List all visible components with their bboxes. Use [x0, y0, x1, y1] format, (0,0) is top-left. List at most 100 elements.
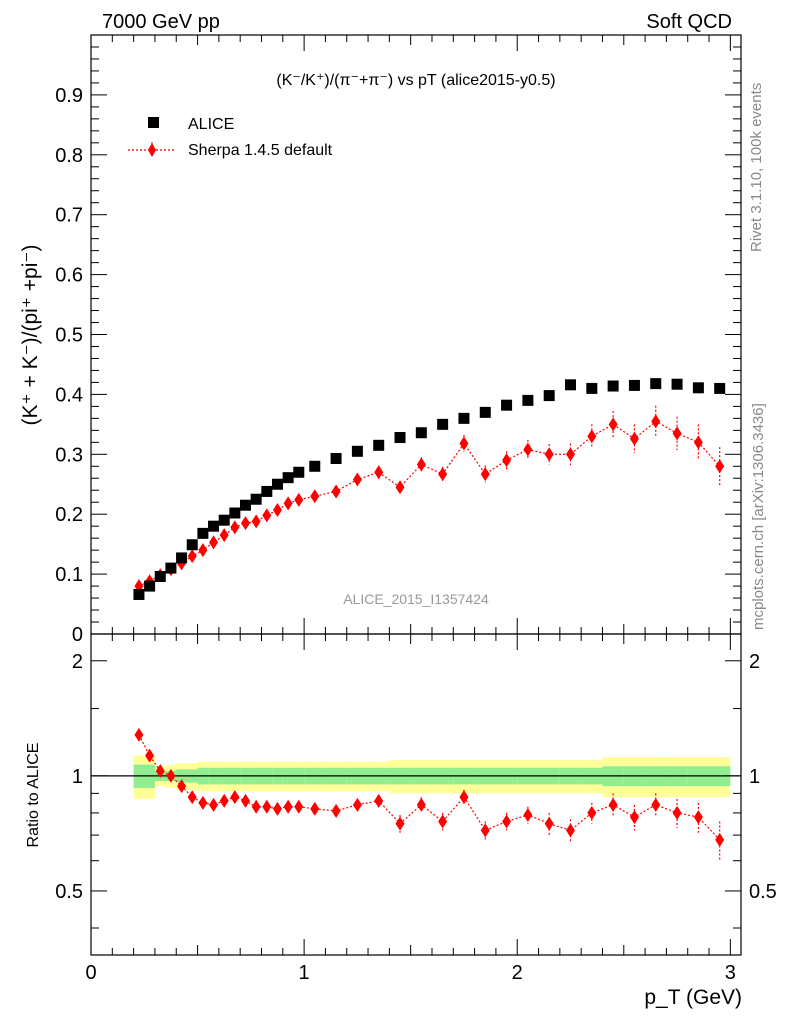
alice-point [293, 466, 305, 478]
alice-point [607, 380, 619, 392]
alice-point [154, 570, 166, 582]
main-y-tick-label: 0.6 [55, 265, 83, 287]
ratio-sherpa-point [438, 814, 448, 829]
alice-point [501, 399, 513, 411]
alice-point [586, 382, 598, 394]
sherpa-point [262, 508, 272, 523]
ratio-panel: 0 1 2 3 0.5 0.5 1 1 2 2 [55, 633, 777, 984]
sherpa-point [523, 442, 533, 457]
main-y-tick-label: 0.8 [55, 145, 83, 167]
legend-label-alice: ALICE [188, 116, 234, 133]
ratio-sherpa-point [651, 797, 661, 812]
sherpa-point [566, 447, 576, 462]
ratio-y-axis-label: Ratio to ALICE [25, 743, 42, 848]
sherpa-point [395, 480, 405, 495]
sherpa-point [438, 467, 448, 482]
main-y-tick-label: 0.7 [55, 205, 83, 227]
ratio-sherpa-point [544, 816, 554, 831]
ratio-sherpa-point [416, 797, 426, 812]
ratio-sherpa-point [230, 790, 240, 805]
ratio-sherpa-point [134, 727, 144, 742]
ratio-sherpa-point [395, 816, 405, 831]
main-y-tick-label: 0.2 [55, 504, 83, 526]
sherpa-point [187, 549, 197, 564]
sherpa-point [459, 436, 469, 451]
sherpa-point [502, 453, 512, 468]
sherpa-point [693, 435, 703, 450]
sherpa-point [544, 447, 554, 462]
ratio-y-tick-label: 2 [72, 651, 83, 673]
ratio-frame [90, 633, 742, 956]
x-tick-label: 2 [512, 962, 523, 984]
main-panel: 0 0.1 0.2 0.3 0.4 0.5 0.6 0.7 0.8 0.9 [55, 34, 742, 646]
ratio-sherpa-point [219, 793, 229, 808]
sherpa-point [608, 417, 618, 432]
alice-point [394, 432, 406, 444]
ratio-sherpa-point [251, 799, 261, 814]
ratio-y-tick-label-right: 2 [749, 651, 760, 673]
alice-point [373, 439, 385, 451]
alice-point [437, 418, 449, 430]
ratio-sherpa-point [693, 810, 703, 825]
legend-marker-alice [148, 117, 159, 128]
alice-point [176, 552, 188, 564]
sherpa-point [294, 492, 304, 507]
ratio-sherpa-point [608, 797, 618, 812]
sherpa-point [416, 457, 426, 472]
alice-point [330, 452, 342, 464]
ratio-y-tick-label-right: 0.5 [749, 881, 777, 903]
sherpa-point [715, 459, 725, 474]
sherpa-point [219, 528, 229, 543]
alice-point [458, 412, 470, 424]
alice-point [543, 390, 555, 402]
ratio-sherpa-point [715, 832, 725, 847]
alice-point [229, 507, 241, 519]
sherpa-point [374, 465, 384, 480]
main-y-tick-label: 0.5 [55, 325, 83, 347]
sherpa-line [138, 420, 721, 587]
main-y-tick-label: 0.4 [55, 384, 83, 406]
ratio-sherpa-point [629, 810, 639, 825]
alice-point [261, 485, 273, 497]
ratio-sherpa-point [502, 814, 512, 829]
alice-point [650, 378, 662, 390]
ratio-sherpa-point [480, 823, 490, 838]
ratio-sherpa-point [523, 808, 533, 823]
ratio-sherpa-point [587, 805, 597, 820]
alice-point [309, 460, 321, 472]
legend-label-sherpa: Sherpa 1.4.5 default [188, 142, 333, 159]
main-y-tick-label: 0.1 [55, 564, 83, 586]
alice-point [271, 478, 283, 490]
x-tick-label: 0 [85, 962, 96, 984]
ratio-sherpa-point [166, 768, 176, 783]
analysis-watermark: ALICE_2015_I1357424 [343, 591, 489, 607]
legend-marker-sherpa [148, 143, 156, 157]
main-y-tick-label: 0.9 [55, 85, 83, 107]
alice-point [628, 379, 640, 391]
alice-point [240, 499, 252, 511]
ratio-sherpa-point [198, 795, 208, 810]
ratio-sherpa-point [145, 748, 155, 763]
alice-point [165, 562, 177, 574]
ratio-sherpa-point [310, 801, 320, 816]
alice-point [692, 382, 704, 394]
ratio-sherpa-point [283, 799, 293, 814]
header-left: 7000 GeV pp [102, 11, 220, 33]
main-y-axis-label: (K⁺ + K⁻)/(pi⁺ +pi⁻) [19, 245, 42, 426]
ratio-sherpa-point [672, 805, 682, 820]
ratio-sherpa-point [177, 779, 187, 794]
alice-point [415, 427, 427, 439]
sherpa-point [587, 429, 597, 444]
alice-point [218, 514, 230, 526]
mcplots-label: mcplots.cern.ch [arXiv:1306.3436] [750, 403, 767, 630]
main-y-tick-label: 0 [72, 624, 83, 646]
sherpa-point [251, 514, 261, 529]
sherpa-point [672, 426, 682, 441]
sherpa-point [480, 467, 490, 482]
sherpa-point [198, 543, 208, 558]
alice-point [250, 493, 262, 505]
alice-point [144, 580, 156, 592]
ratio-sherpa-point [209, 797, 219, 812]
alice-point [351, 445, 363, 457]
